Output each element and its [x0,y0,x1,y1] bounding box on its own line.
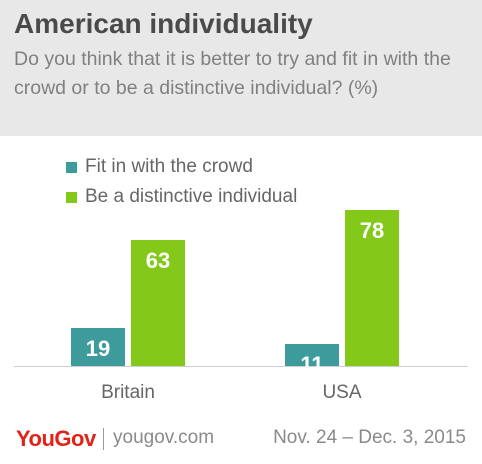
chart-title: American individuality [14,8,313,39]
bar-britain-distinctive [131,240,185,366]
legend-swatch-distinctive [66,191,77,203]
data-label-usa-distinctive: 78 [360,218,384,243]
chart-header: American individuality Do you think that… [0,0,482,136]
legend-item-fit-in: Fit in with the crowd [66,152,297,182]
chart-footer: YouGov yougov.com Nov. 24 – Dec. 3, 2015 [0,418,482,458]
chart-subtitle: Do you think that it is better to try an… [14,48,451,99]
legend-label-distinctive: Be a distinctive individual [85,186,298,207]
legend-swatch-fit-in [66,161,77,173]
legend-label-fit-in: Fit in with the crowd [85,156,253,177]
category-label-britain: Britain [101,382,155,403]
category-label-usa: USA [322,382,361,403]
chart-legend: Fit in with the crowd Be a distinctive i… [66,152,297,212]
logo-divider [103,428,104,450]
data-label-usa-fit-in: 11 [300,352,323,377]
bar-chart: 19 11 63 78 Britain USA [14,210,468,403]
site-url: yougov.com [113,427,215,448]
survey-dates: Nov. 24 – Dec. 3, 2015 [273,427,466,448]
data-label-britain-fit-in: 19 [86,336,110,361]
bar-usa-fit-in [285,344,339,366]
bar-britain-fit-in [71,328,125,366]
data-label-britain-distinctive: 63 [146,248,170,273]
bar-usa-distinctive [345,210,399,366]
legend-item-distinctive: Be a distinctive individual [66,182,297,212]
yougov-logo: YouGov [16,426,96,451]
